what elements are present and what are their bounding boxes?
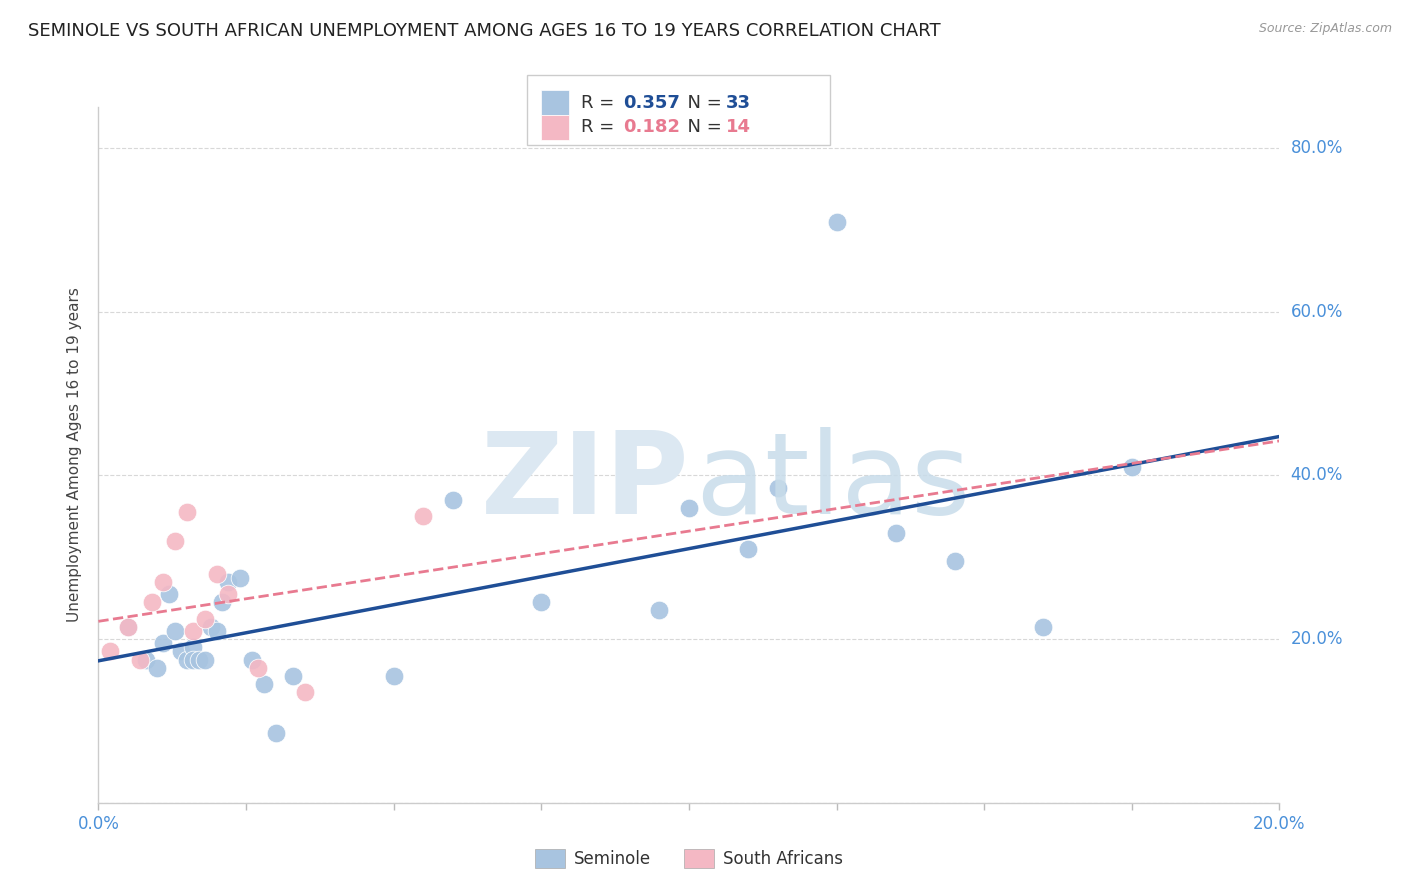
- Point: [117, 620, 139, 634]
- Point: [943, 554, 966, 568]
- Point: [264, 726, 287, 740]
- Point: [246, 661, 269, 675]
- Point: [176, 652, 198, 666]
- Point: [217, 574, 239, 589]
- Point: [194, 612, 217, 626]
- Point: [170, 644, 193, 658]
- Point: [240, 652, 263, 666]
- Point: [283, 669, 305, 683]
- Text: atlas: atlas: [695, 427, 970, 538]
- Y-axis label: Unemployment Among Ages 16 to 19 years: Unemployment Among Ages 16 to 19 years: [67, 287, 83, 623]
- Point: [98, 644, 121, 658]
- Text: R =: R =: [581, 94, 620, 112]
- Text: 20.0%: 20.0%: [1291, 630, 1343, 648]
- Point: [187, 652, 209, 666]
- Point: [253, 677, 276, 691]
- Point: [1121, 460, 1143, 475]
- Text: 60.0%: 60.0%: [1291, 302, 1343, 321]
- Text: R =: R =: [581, 118, 620, 136]
- Text: N =: N =: [676, 94, 728, 112]
- Point: [229, 571, 252, 585]
- Point: [200, 620, 222, 634]
- Point: [152, 636, 174, 650]
- Text: 40.0%: 40.0%: [1291, 467, 1343, 484]
- Point: [205, 624, 228, 638]
- Point: [181, 640, 204, 655]
- Point: [412, 509, 434, 524]
- Point: [165, 624, 187, 638]
- Text: 33: 33: [725, 94, 751, 112]
- Point: [157, 587, 180, 601]
- Legend: Seminole, South Africans: Seminole, South Africans: [529, 842, 849, 874]
- Point: [737, 542, 759, 557]
- Point: [205, 566, 228, 581]
- Text: 0.182: 0.182: [623, 118, 681, 136]
- Point: [294, 685, 316, 699]
- Point: [530, 595, 553, 609]
- Point: [194, 652, 217, 666]
- Point: [678, 501, 700, 516]
- Point: [1032, 620, 1054, 634]
- Point: [165, 533, 187, 548]
- Point: [176, 505, 198, 519]
- Point: [648, 603, 671, 617]
- Point: [884, 525, 907, 540]
- Point: [382, 669, 405, 683]
- Point: [152, 574, 174, 589]
- Point: [181, 624, 204, 638]
- Point: [211, 595, 233, 609]
- Point: [181, 652, 204, 666]
- Point: [217, 587, 239, 601]
- Point: [146, 661, 169, 675]
- Text: Source: ZipAtlas.com: Source: ZipAtlas.com: [1258, 22, 1392, 36]
- Text: 0.357: 0.357: [623, 94, 679, 112]
- Point: [441, 492, 464, 507]
- Point: [128, 652, 150, 666]
- Point: [141, 595, 163, 609]
- Text: SEMINOLE VS SOUTH AFRICAN UNEMPLOYMENT AMONG AGES 16 TO 19 YEARS CORRELATION CHA: SEMINOLE VS SOUTH AFRICAN UNEMPLOYMENT A…: [28, 22, 941, 40]
- Point: [135, 652, 157, 666]
- Text: 80.0%: 80.0%: [1291, 139, 1343, 157]
- Point: [117, 620, 139, 634]
- Point: [825, 214, 848, 228]
- Point: [766, 481, 789, 495]
- Text: 14: 14: [725, 118, 751, 136]
- Text: ZIP: ZIP: [481, 427, 689, 538]
- Text: N =: N =: [676, 118, 728, 136]
